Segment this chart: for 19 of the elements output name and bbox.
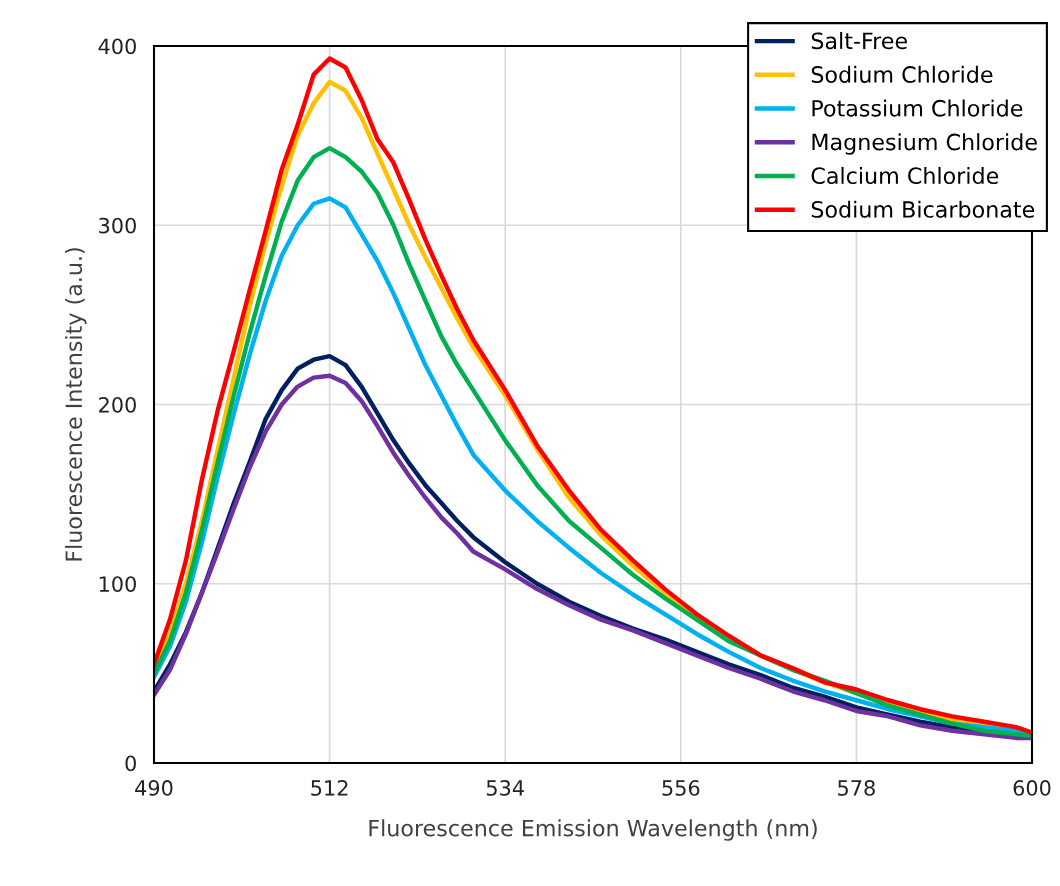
- legend-label: Magnesium Chloride: [812, 133, 1037, 155]
- x-tick-label: 556: [662, 780, 700, 796]
- legend-label: Sodium Chloride: [811, 65, 993, 83]
- legend-label: Calcium Chloride: [811, 166, 999, 185]
- y-tick-label: 400: [98, 38, 136, 55]
- y-tick-label: 300: [99, 217, 136, 234]
- x-tick-label: 512: [311, 780, 348, 796]
- y-tick-label: 100: [99, 576, 136, 592]
- y-axis-title: Fluorescence Intensity (a.u.): [64, 248, 87, 561]
- y-tick-label: 200: [99, 396, 136, 413]
- x-tick-label: 578: [838, 780, 875, 796]
- y-tick-label: 0: [125, 755, 136, 772]
- x-tick-label: 600: [1013, 780, 1051, 796]
- legend-label: Salt-Free: [811, 32, 907, 50]
- x-tick-label: 534: [486, 780, 524, 796]
- legend-label: Sodium Bicarbonate: [811, 200, 1035, 218]
- legend-label: Potassium Chloride: [812, 99, 1023, 117]
- x-axis-title: Fluorescence Emission Wavelength (nm): [369, 819, 817, 841]
- x-tick-label: 490: [135, 780, 173, 796]
